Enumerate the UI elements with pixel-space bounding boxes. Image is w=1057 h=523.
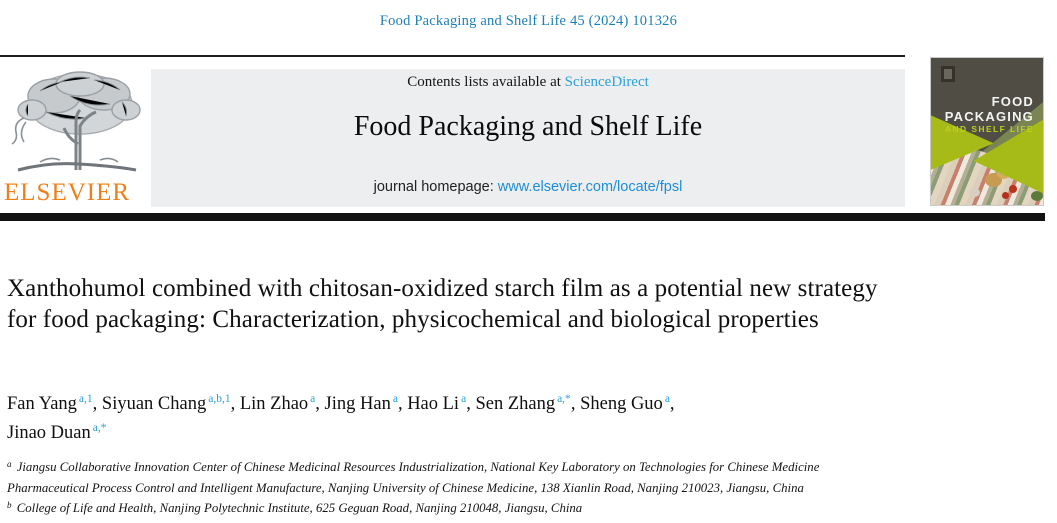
homepage-line: journal homepage: www.elsevier.com/locat… (151, 179, 905, 195)
journal-banner: Contents lists available at ScienceDirec… (151, 69, 905, 207)
affiliation-text: College of Life and Health, Nanjing Poly… (13, 501, 583, 515)
author: Sheng Guo a, (580, 393, 675, 414)
article-title: Xanthohumol combined with chitosan-oxidi… (7, 275, 878, 333)
affiliation-text: Jiangsu Collaborative Innovation Center … (7, 460, 820, 495)
journal-citation: Food Packaging and Shelf Life 45 (2024) … (379, 13, 678, 29)
cover-publisher-mark-icon (941, 66, 955, 82)
author-separator: , (570, 394, 581, 414)
author-affiliation-sup-link[interactable]: a,b,1 (208, 393, 231, 405)
author: Siyuan Chang a,b,1, (101, 393, 240, 414)
header-bottom-rule (0, 213, 1045, 221)
author-separator: , (466, 394, 476, 414)
author-affiliation-sup-link[interactable]: a (461, 393, 467, 405)
cover-title-line2: PACKAGING (944, 109, 1034, 124)
author-separator: , (669, 394, 675, 414)
author-affiliation-sup-link[interactable]: a,* (92, 422, 107, 434)
mushroom-blob (969, 188, 980, 197)
author: Lin Zhao a, (239, 393, 325, 414)
author: Jinao Duan a,* (7, 422, 107, 443)
author-affiliation-sup-link[interactable]: a (664, 393, 670, 405)
author-affiliation-sup-link[interactable]: a (392, 393, 398, 405)
author: Fan Yang a,1, (7, 393, 102, 414)
contents-line: Contents lists available at ScienceDirec… (151, 74, 905, 91)
author-name: Siyuan Chang (101, 394, 207, 414)
affiliations: a Jiangsu Collaborative Innovation Cente… (7, 457, 892, 519)
journal-homepage-link[interactable]: www.elsevier.com/locate/fpsl (497, 179, 683, 195)
author-name: Fan Yang (7, 394, 77, 414)
author: Sen Zhang a,*, (475, 393, 581, 414)
author-name: Lin Zhao (239, 394, 309, 414)
author-name: Sen Zhang (475, 394, 556, 414)
affiliation: a Jiangsu Collaborative Innovation Cente… (7, 457, 892, 498)
cover-title-line3: AND SHELF LIFE (944, 124, 1034, 134)
elsevier-tree-icon (11, 71, 141, 172)
cover-title: FOOD PACKAGING AND SHELF LIFE (945, 94, 1034, 135)
tomato-blob (1002, 192, 1009, 199)
journal-title: Food Packaging and Shelf Life (353, 111, 703, 142)
author: Jing Han a, (324, 393, 408, 414)
greens-blob (1031, 191, 1043, 201)
affiliation-sup: b (7, 500, 12, 510)
tomato-blob (1009, 185, 1017, 193)
cover-title-line1: FOOD (991, 94, 1034, 109)
author-affiliation-sup-link[interactable]: a,1 (78, 393, 93, 405)
author-separator: , (92, 394, 102, 414)
elsevier-wordmark: ELSEVIER (4, 179, 131, 206)
sciencedirect-link[interactable]: ScienceDirect (564, 74, 649, 90)
author-name: Jing Han (324, 394, 391, 414)
author-name: Jinao Duan (7, 423, 91, 443)
header-top-rule (0, 55, 905, 57)
author-name: Hao Li (407, 394, 460, 414)
author-separator: , (397, 394, 408, 414)
author-affiliation-sup-link[interactable]: a,* (557, 393, 571, 405)
author: Hao Li a, (407, 393, 476, 414)
author-separator: , (315, 394, 325, 414)
author-list: Fan Yang a,1, Siyuan Chang a,b,1, Lin Zhao… (7, 391, 900, 449)
homepage-prefix: journal homepage: (373, 179, 498, 195)
contents-prefix: Contents lists available at (407, 74, 565, 90)
affiliation: b College of Life and Health, Nanjing Po… (7, 498, 892, 519)
author-separator: , (230, 394, 240, 414)
affiliation-sup: a (7, 459, 12, 469)
elsevier-logo: ELSEVIER (4, 64, 149, 209)
author-name: Sheng Guo (580, 394, 663, 414)
journal-cover-thumbnail: FOOD PACKAGING AND SHELF LIFE (930, 57, 1044, 206)
author-affiliation-sup-link[interactable]: a (310, 393, 316, 405)
